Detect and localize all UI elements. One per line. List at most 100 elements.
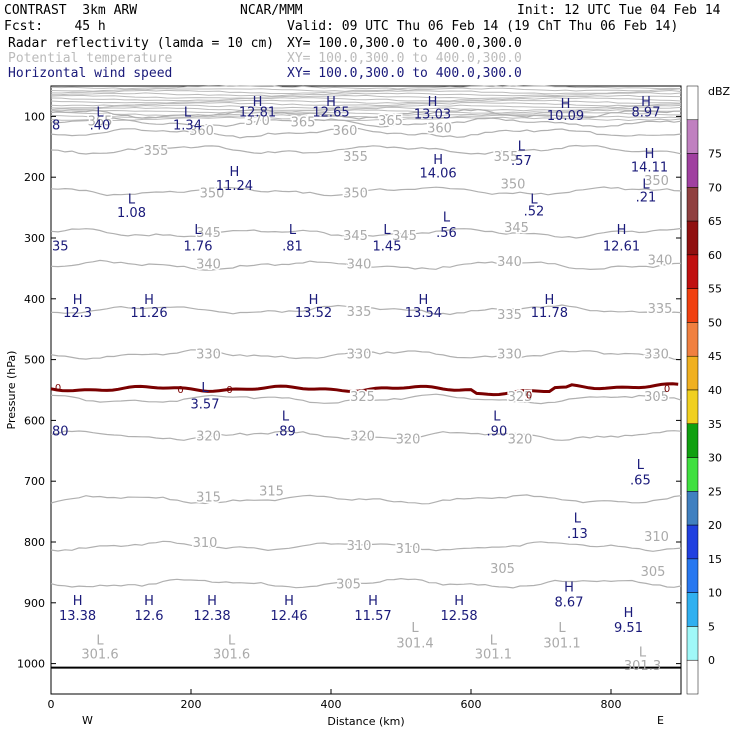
wind-extremum-value: 12.6 — [135, 609, 164, 624]
theta-label: 340 — [497, 255, 522, 270]
theta-contour-upper — [50, 111, 681, 117]
wind-extremum-kind: H — [624, 606, 634, 621]
field3-name: Horizontal wind speed — [8, 66, 173, 81]
x-tick-label: 600 — [461, 698, 482, 711]
theta-contour-370 — [50, 108, 682, 120]
theta-contour-305 — [50, 577, 682, 589]
wind-extremum-kind: H — [326, 95, 336, 110]
x-tick-label: 800 — [601, 698, 622, 711]
y-tick-label: 800 — [24, 536, 45, 549]
theta-contour-320 — [50, 430, 682, 441]
wind-extremum-value: 11.24 — [216, 179, 253, 194]
wind-extremum-value: 11.78 — [531, 306, 568, 321]
wind-extremum-kind: H — [564, 580, 574, 595]
init-time: Init: 12 UTC Tue 04 Feb 14 — [517, 3, 721, 18]
center-title: NCAR/MMM — [240, 3, 303, 18]
theta-label: 325 — [350, 390, 375, 405]
theta-contour-upper — [50, 94, 682, 100]
y-tick-label: 900 — [24, 597, 45, 610]
colorbar: 0 5 10 15 20 25 30 35 40 45 50 55 60 65 70 75 — [686, 85, 722, 695]
wind-extremum-kind: L — [530, 192, 538, 207]
wind-extremum-kind: L — [201, 381, 209, 396]
colorbar-tick-label: 10 — [708, 587, 722, 600]
wind-extremum-value: 11.26 — [130, 306, 167, 321]
theta-extremum-kind: L — [639, 645, 647, 660]
wind-extremum-kind: H — [144, 293, 154, 308]
theta-contour-upper — [50, 89, 682, 95]
colorbar-swatch — [686, 187, 699, 222]
wind-extremum-kind: H — [144, 594, 154, 609]
theta-extremum-value: 301.3 — [624, 659, 661, 674]
theta-contour-330 — [50, 349, 682, 361]
theta-extremum-kind: L — [490, 633, 498, 648]
y-tick-label: 200 — [24, 171, 45, 184]
theta-label: 340 — [648, 253, 673, 268]
valid-time: Valid: 09 UTC Thu 06 Feb 14 (19 ChT Thu … — [287, 19, 679, 34]
wind-extremum-value: .90 — [487, 425, 508, 440]
theta-contour-upper — [50, 116, 682, 122]
colorbar-swatch — [686, 558, 699, 593]
wind-extremum-kind: L — [383, 223, 391, 238]
y-tick-label: 400 — [24, 293, 45, 306]
wind-extremum-value: 12.3 — [63, 306, 92, 321]
colorbar-swatch — [686, 491, 699, 526]
wind-extremum-kind: L — [289, 223, 297, 238]
colorbar-tick-label: 60 — [708, 249, 722, 262]
wind-extremum-value: 14.06 — [419, 166, 456, 181]
theta-label: 345 — [504, 221, 529, 236]
colorbar-swatch — [686, 288, 699, 323]
field3-xy: XY= 100.0,300.0 to 400.0,300.0 — [287, 66, 522, 81]
theta-label: 325 — [508, 390, 533, 405]
wind-extremum-value: .81 — [282, 239, 303, 254]
colorbar-swatch — [686, 355, 699, 391]
wind-extremum-kind: L — [96, 106, 104, 121]
theta-label: 365 — [291, 115, 316, 130]
colorbar-swatch — [686, 457, 699, 492]
theta-label: 320 — [508, 433, 533, 448]
colorbar-swatch — [686, 85, 699, 121]
wind-extremum-kind: H — [253, 95, 263, 110]
zero-line-label: 0 — [226, 385, 232, 396]
wind-extremum-kind: H — [207, 594, 217, 609]
wind-extremum-kind: L — [443, 211, 451, 226]
theta-label: 330 — [347, 348, 372, 363]
wind-extremum-kind: L — [574, 512, 582, 527]
west-label: W — [82, 714, 93, 727]
theta-contour-310 — [50, 540, 682, 552]
x-tick-label: 400 — [321, 698, 342, 711]
zero-line-label: 0 — [177, 385, 183, 396]
y-tick-label: 300 — [24, 232, 45, 245]
theta-label: 320 — [396, 433, 421, 448]
colorbar-swatch — [686, 220, 699, 256]
wind-extremum-value: .56 — [436, 226, 457, 241]
reflectivity-zero-contour — [50, 382, 679, 397]
theta-label: 355 — [343, 150, 368, 165]
theta-extremum-kind: L — [411, 621, 419, 636]
theta-contour-335 — [50, 304, 682, 316]
theta-contours — [50, 85, 682, 669]
wind-extremum-value: 1.76 — [184, 239, 213, 254]
wind-extremum-kind: H — [454, 594, 464, 609]
theta-extremum-value: 301.1 — [543, 636, 580, 651]
x-tick-label: 0 — [48, 698, 55, 711]
theta-contour-upper — [50, 97, 682, 102]
theta-label: 320 — [350, 430, 375, 445]
field1-name: Radar reflectivity (lamda = 10 cm) — [8, 36, 275, 51]
theta-extremum-value: 301.6 — [213, 647, 250, 662]
theta-extremum-value: 301.1 — [475, 647, 512, 662]
theta-contour-350 — [50, 186, 682, 197]
y-tick-label: 500 — [24, 354, 45, 367]
wind-extremum-value: 12.58 — [440, 609, 477, 624]
wind-extremum-value: 12.46 — [270, 609, 307, 624]
wind-extremum-value: .89 — [275, 425, 296, 440]
colorbar-swatch — [686, 423, 699, 458]
colorbar-swatch — [686, 592, 699, 627]
colorbar-tick-label: 65 — [708, 215, 722, 228]
theta-label: 310 — [644, 530, 669, 545]
theta-contour-upper — [50, 101, 682, 107]
theta-contour-340 — [50, 259, 682, 271]
theta-label: 365 — [88, 115, 113, 130]
theta-label: 305 — [490, 562, 515, 577]
theta-label: 345 — [196, 226, 221, 241]
